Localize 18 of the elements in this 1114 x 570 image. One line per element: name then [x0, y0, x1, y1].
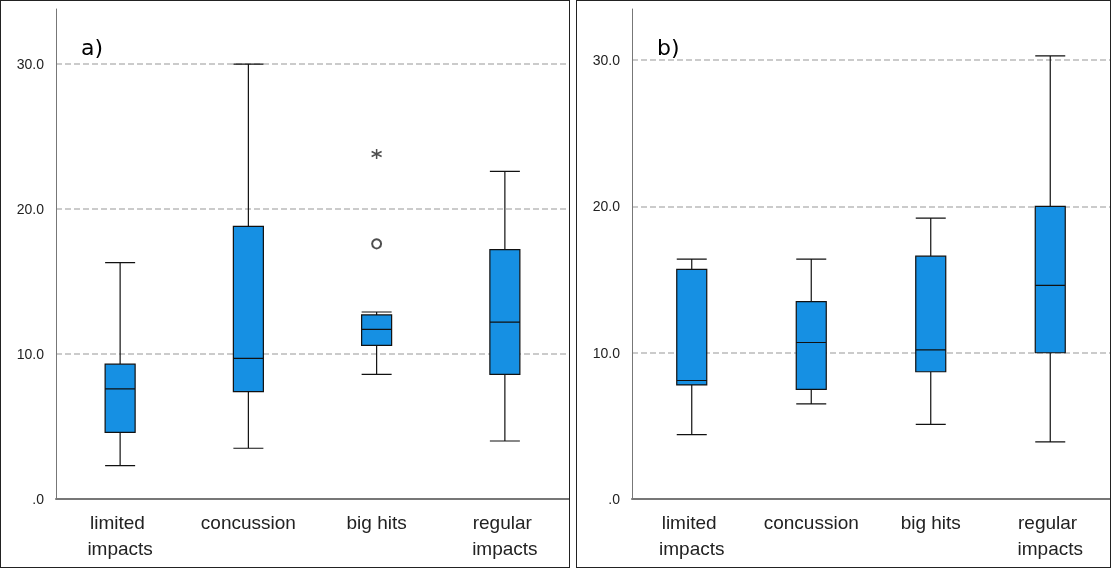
y-tick-label: 10.0 [16, 346, 45, 363]
x-tick-label: limited impacts [87, 511, 153, 559]
text: a) [81, 34, 104, 60]
x-tick-label: big hits [900, 511, 961, 533]
y-tick-label: 30.0 [16, 56, 45, 73]
y-tick-label: .0 [32, 491, 45, 507]
x-tick-label: regular impacts [1017, 511, 1083, 559]
x-tick-label: big hits [346, 511, 407, 533]
y-tick-label: 20.0 [592, 198, 621, 215]
x-tick-label: concussion [763, 511, 859, 533]
text: b) [657, 34, 680, 60]
x-tick-label: limited impacts [659, 511, 725, 559]
y-tick-label: 30.0 [592, 52, 621, 69]
y-tick-label: 20.0 [16, 201, 45, 218]
y-tick-label: .0 [608, 491, 621, 507]
x-tick-label: concussion [200, 511, 296, 533]
x-tick-label: regular impacts [472, 511, 538, 559]
y-tick-label: 10.0 [592, 344, 621, 361]
